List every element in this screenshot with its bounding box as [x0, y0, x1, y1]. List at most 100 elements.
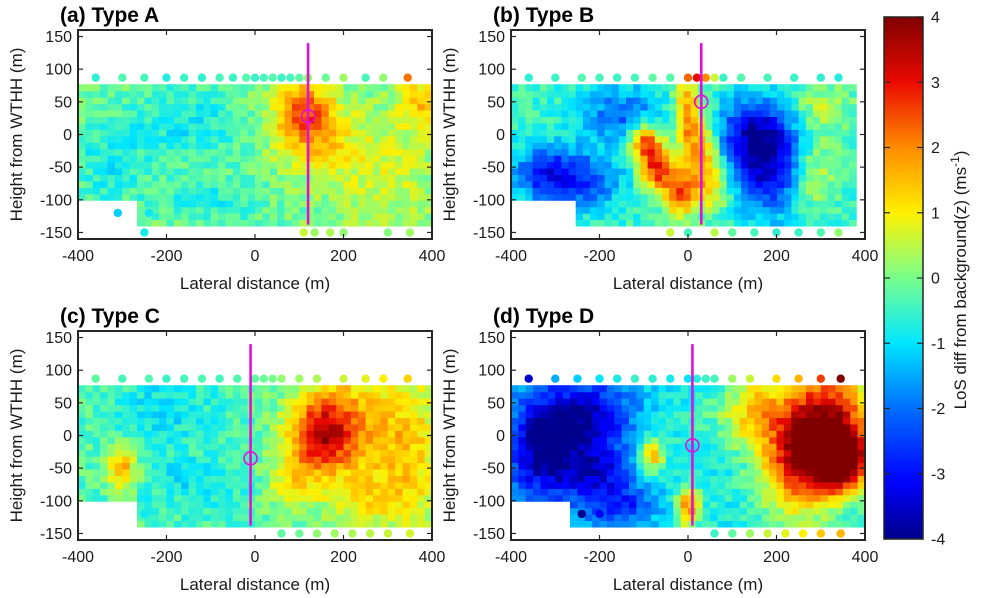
heatmap-cell — [614, 391, 623, 399]
heatmap-cell — [409, 90, 418, 98]
heatmap-cell — [328, 135, 337, 143]
heatmap-cell — [424, 456, 433, 464]
heatmap-cell — [665, 481, 674, 489]
heatmap-cell — [658, 385, 667, 393]
heatmap-cell — [841, 161, 850, 169]
heatmap-cell — [373, 193, 381, 201]
heatmap-cell — [755, 213, 764, 221]
heatmap-cell — [813, 417, 822, 425]
heatmap-cell — [584, 443, 593, 451]
heatmap-cell — [554, 155, 562, 163]
heatmap-cell — [813, 167, 821, 175]
heatmap-cell — [813, 443, 822, 451]
heatmap-cell — [269, 193, 278, 201]
heatmap-cell — [144, 488, 153, 496]
heatmap-cell — [232, 187, 241, 195]
heatmap-cell — [755, 219, 764, 227]
heatmap-cell — [151, 488, 160, 496]
heatmap-cell — [343, 213, 352, 221]
heatmap-cell — [188, 193, 197, 201]
heatmap-cell — [166, 430, 175, 438]
heatmap-cell — [100, 449, 109, 457]
heatmap-cell — [196, 494, 204, 502]
heatmap-cell — [626, 142, 634, 150]
x-tick-label: 200 — [330, 248, 357, 265]
heatmap-cell — [350, 161, 359, 169]
heatmap-cell — [336, 193, 345, 201]
heatmap-cell — [173, 462, 182, 470]
heatmap-cell — [561, 135, 570, 143]
heatmap-cell — [380, 103, 389, 111]
heatmap-cell — [166, 135, 175, 143]
heatmap-cell — [597, 142, 606, 150]
heatmap-cell — [690, 116, 699, 124]
heatmap-cell — [511, 180, 519, 188]
heatmap-cell — [314, 148, 322, 156]
heatmap-cell — [857, 481, 866, 489]
heatmap-cell — [518, 449, 527, 457]
heatmap-cell — [762, 142, 771, 150]
heatmap-cell — [100, 148, 109, 156]
heatmap-cell — [710, 488, 719, 496]
heatmap-cell — [570, 417, 578, 425]
heatmap-cell — [151, 167, 160, 175]
heatmap-cell — [741, 148, 749, 156]
heatmap-cell — [380, 174, 389, 182]
heatmap-cell — [159, 501, 168, 509]
scatter-point — [772, 374, 781, 383]
heatmap-cell — [78, 180, 86, 188]
heatmap-cell — [380, 443, 389, 451]
heatmap-cell — [210, 180, 219, 188]
heatmap-cell — [181, 206, 190, 214]
heatmap-cell — [417, 385, 426, 393]
scatter-point — [666, 73, 675, 82]
heatmap-cell — [314, 423, 322, 431]
scatter-point — [310, 228, 319, 237]
heatmap-cell — [159, 103, 168, 111]
heatmap-cell — [841, 109, 850, 118]
heatmap-cell — [554, 167, 562, 175]
heatmap-cell — [590, 109, 598, 118]
heatmap-cell — [719, 148, 728, 156]
heatmap-cell — [424, 423, 433, 431]
heatmap-cell — [673, 410, 682, 419]
heatmap-cell — [654, 161, 663, 169]
heatmap-cell — [618, 219, 627, 227]
heatmap-cell — [122, 404, 131, 412]
heatmap-cell — [724, 430, 733, 438]
heatmap-cell — [806, 436, 814, 444]
heatmap-cell — [539, 167, 548, 175]
heatmap-cell — [590, 129, 598, 137]
heatmap-cell — [618, 180, 627, 188]
heatmap-cell — [518, 398, 527, 406]
x-axis-label: Lateral distance (m) — [180, 575, 330, 594]
heatmap-cell — [299, 488, 308, 496]
heatmap-cell — [582, 213, 591, 221]
heatmap-cell — [277, 122, 286, 130]
heatmap-cell — [114, 456, 123, 464]
heatmap-cell — [784, 90, 793, 98]
heatmap-cell — [395, 213, 404, 221]
heatmap-cell — [748, 109, 757, 118]
heatmap-cell — [137, 494, 145, 502]
heatmap-cell — [546, 180, 555, 188]
heatmap-cell — [203, 468, 212, 476]
heatmap-cell — [417, 475, 426, 483]
heatmap-cell — [791, 97, 800, 105]
heatmap-cell — [277, 436, 286, 444]
heatmap-cell — [284, 174, 293, 182]
heatmap-cell — [805, 206, 814, 214]
heatmap-cell — [409, 213, 418, 221]
heatmap-cell — [592, 398, 601, 406]
heatmap-cell — [144, 219, 153, 227]
heatmap-cell — [755, 180, 764, 188]
heatmap-cell — [210, 501, 219, 509]
heatmap-cell — [299, 84, 308, 92]
heatmap-cell — [114, 167, 123, 175]
heatmap-cell — [380, 488, 389, 496]
heatmap-cell — [284, 200, 293, 208]
heatmap-cell — [255, 142, 263, 150]
heatmap-cell — [606, 488, 615, 496]
heatmap-cell — [373, 501, 381, 509]
heatmap-cell — [857, 404, 866, 412]
